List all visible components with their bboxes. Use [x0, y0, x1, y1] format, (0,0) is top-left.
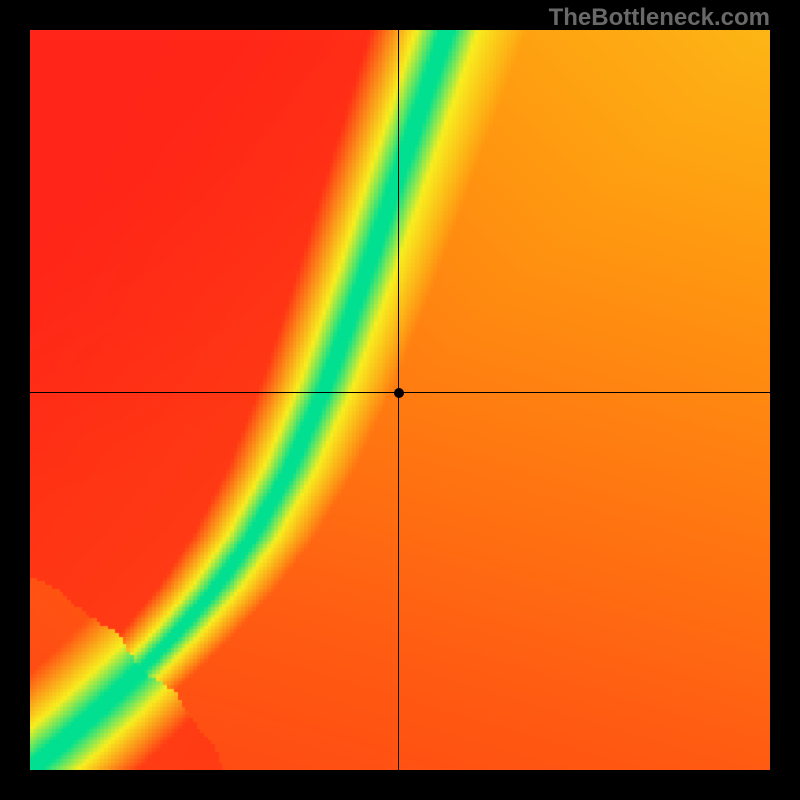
crosshair-marker [394, 388, 404, 398]
heatmap-canvas [30, 30, 770, 770]
bottleneck-chart: { "watermark": "TheBottleneck.com", "lay… [0, 0, 800, 800]
crosshair-vertical [398, 30, 399, 770]
watermark-text: TheBottleneck.com [549, 4, 770, 32]
